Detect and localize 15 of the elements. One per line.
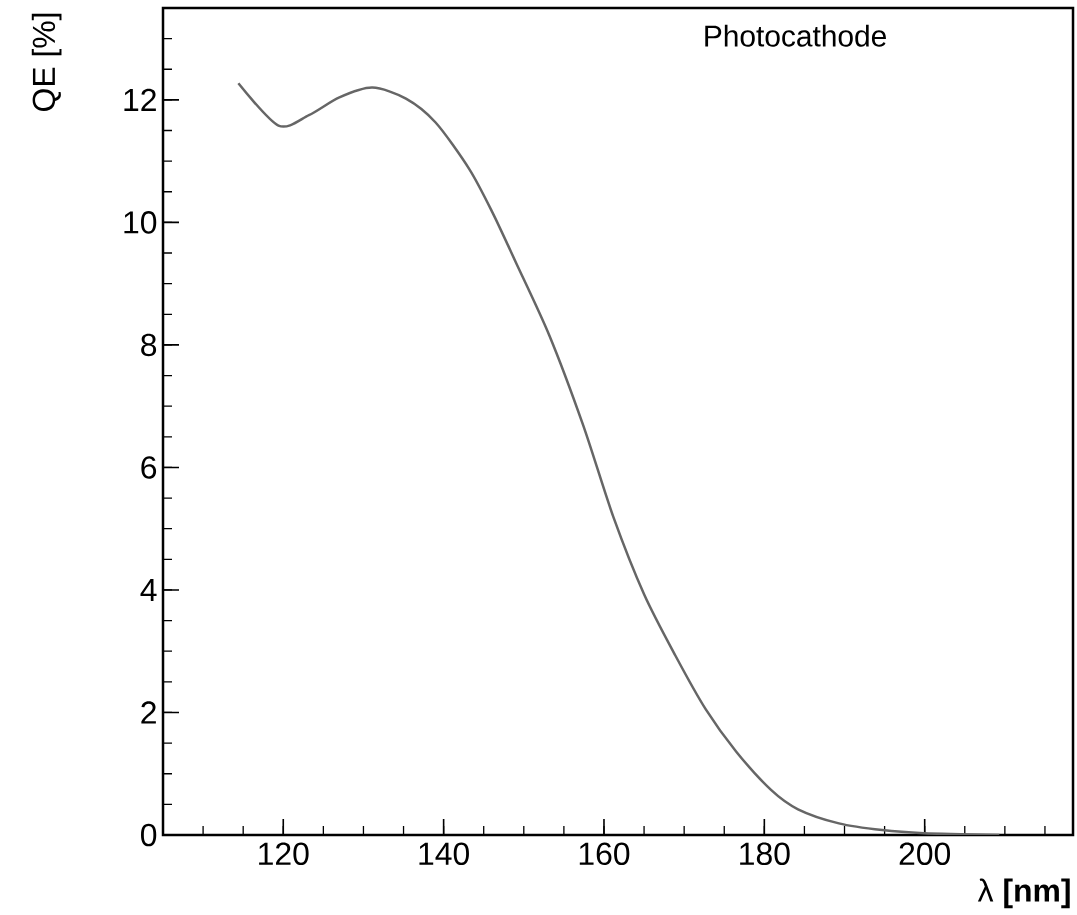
y-tick-label: 2	[141, 701, 156, 724]
y-tick-label: 12	[124, 88, 156, 111]
x-tick-label: 160	[579, 842, 630, 866]
x-tick-label: 140	[419, 842, 469, 866]
annotation: Photocathode	[705, 24, 886, 47]
x-tick-label: 200	[899, 842, 951, 866]
x-axis-title: λ [nm]	[977, 878, 1070, 909]
y-tick-label: 6	[141, 456, 157, 479]
y-axis-title: QE [%]	[31, 13, 62, 111]
x-tick-label: 120	[259, 842, 309, 866]
y-tick-label: 4	[140, 578, 157, 601]
y-tick-label: 0	[141, 823, 157, 847]
y-tick-label: 10	[124, 211, 157, 234]
y-tick-label: 8	[141, 333, 157, 357]
x-tick-label: 180	[740, 842, 790, 866]
